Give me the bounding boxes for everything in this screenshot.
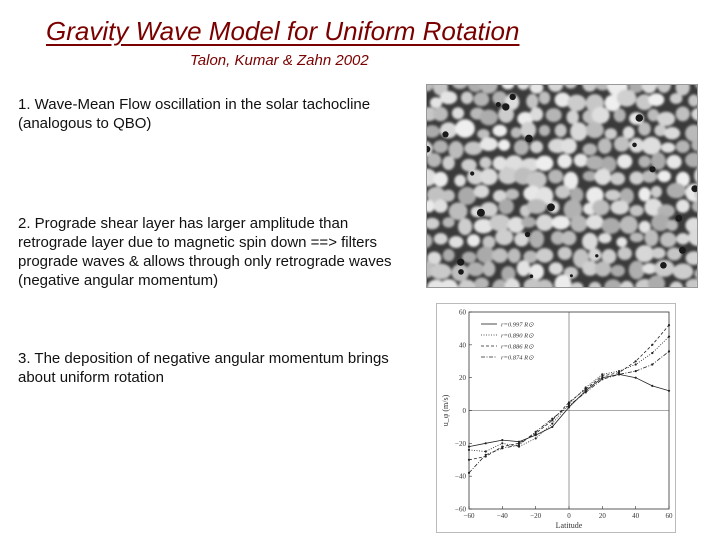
data-point (667, 389, 671, 392)
granulation-pattern (427, 85, 697, 287)
data-point (584, 391, 587, 394)
data-point (551, 422, 554, 425)
data-point (501, 439, 504, 442)
y-tick-label: −60 (455, 506, 466, 514)
y-tick-label: 0 (463, 407, 467, 415)
point-2: 2. Prograde shear layer has larger ampli… (18, 215, 392, 289)
data-point (667, 350, 671, 353)
data-point (567, 406, 571, 409)
data-point (501, 445, 504, 448)
y-axis-label: u_φ (m/s) (441, 394, 450, 426)
x-tick-label: 20 (599, 512, 607, 520)
data-point (551, 425, 554, 428)
x-tick-label: 60 (666, 512, 674, 520)
legend-entry: r=0.997 R⊙ (501, 321, 534, 328)
y-tick-label: −20 (455, 440, 466, 448)
data-point (651, 351, 654, 355)
data-point (651, 363, 654, 366)
x-tick-label: −40 (497, 512, 508, 520)
data-point (517, 440, 521, 443)
legend-entry: r=0.886 R⊙ (501, 343, 534, 350)
data-point (501, 442, 504, 445)
solar-granulation-image (426, 84, 698, 288)
x-tick-label: 40 (632, 512, 640, 520)
y-tick-label: 40 (459, 341, 467, 349)
data-point (534, 430, 537, 433)
data-point (501, 447, 504, 450)
data-point (667, 324, 671, 327)
data-point (601, 374, 604, 378)
data-point (551, 419, 554, 422)
data-point (567, 404, 571, 407)
x-tick-label: −60 (464, 512, 475, 520)
data-point (484, 455, 487, 458)
slide-subtitle: Talon, Kumar & Zahn 2002 (190, 52, 369, 69)
y-tick-label: −40 (455, 473, 466, 481)
rotation-profile-plot: −60 −40 −20 0 20 40 60 60 40 20 0 −20 −40 −60 Latitude… (441, 309, 674, 531)
data-point (651, 343, 654, 346)
data-point (601, 376, 604, 379)
data-point (484, 453, 487, 456)
data-point (651, 384, 654, 387)
x-tick-label: −20 (530, 512, 541, 520)
data-point (484, 442, 487, 445)
data-point (601, 378, 604, 381)
x-axis-label: Latitude (556, 521, 583, 530)
data-point (467, 458, 471, 461)
rotation-profile-chart: −60 −40 −20 0 20 40 60 60 40 20 0 −20 −40 −60 Latitude… (436, 303, 676, 533)
data-point (534, 434, 537, 437)
data-point (467, 448, 471, 451)
point-3: 3. The deposition of negative angular mo… (18, 350, 389, 386)
data-point (517, 442, 521, 445)
data-point (584, 386, 587, 389)
data-point (617, 370, 621, 373)
y-tick-label: 60 (459, 309, 467, 317)
data-point (634, 363, 637, 366)
legend-entry: r=0.874 R⊙ (501, 354, 534, 361)
data-point (601, 373, 604, 376)
data-point (634, 360, 637, 363)
data-point (584, 389, 587, 392)
data-point (517, 445, 521, 448)
data-point (584, 388, 587, 391)
y-tick-label: 20 (459, 374, 467, 382)
x-tick-label: 0 (567, 512, 571, 520)
data-point (617, 371, 621, 374)
data-point (467, 445, 471, 448)
data-point (567, 401, 571, 404)
legend-entry: r=0.890 R⊙ (501, 332, 534, 339)
data-point (484, 450, 487, 453)
data-point (534, 432, 537, 435)
data-point (634, 370, 637, 373)
data-point (517, 443, 521, 447)
data-point (634, 376, 637, 379)
data-point (534, 437, 537, 440)
data-point (551, 417, 554, 420)
data-point (467, 471, 471, 474)
data-point (667, 335, 671, 338)
slide-title: Gravity Wave Model for Uniform Rotation (46, 16, 520, 46)
point-1: 1. Wave-Mean Flow oscillation in the sol… (18, 96, 371, 132)
data-point (617, 373, 621, 376)
